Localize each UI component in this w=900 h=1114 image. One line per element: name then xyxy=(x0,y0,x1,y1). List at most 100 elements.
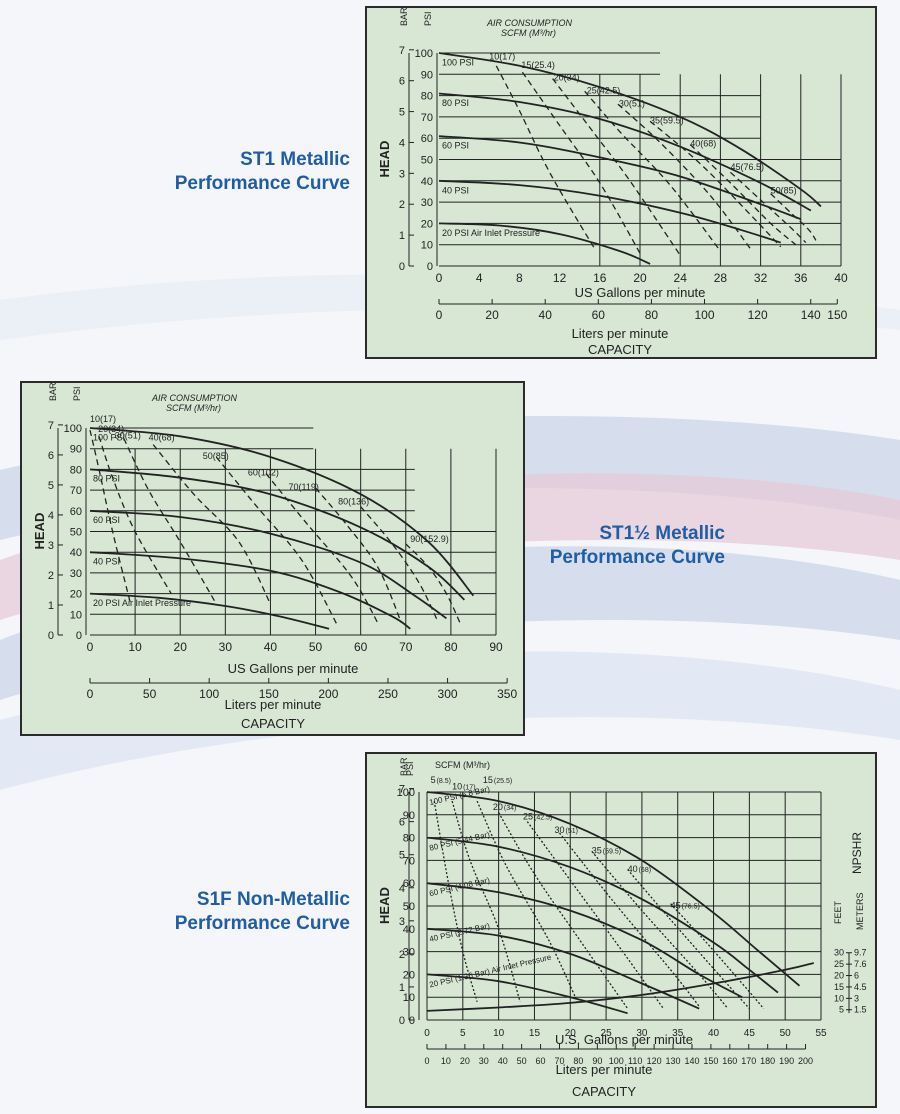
st15-air-consumption-label: 90(152.9) xyxy=(410,534,449,544)
st15-psi-tick-label: 50 xyxy=(70,527,82,539)
st1-x-tick-label: 4 xyxy=(476,271,483,285)
s1f-liters-tick-label: 180 xyxy=(760,1056,775,1066)
s1f-psi-tick-label: 70 xyxy=(403,855,415,867)
s1f-liters-tick-label: 170 xyxy=(741,1056,756,1066)
st1-series-label: 100 PSI xyxy=(442,58,474,68)
st1-x-tick-label: 16 xyxy=(593,271,607,285)
st1-liters-tick-label: 80 xyxy=(645,308,659,322)
s1f-psi-tick-label: 100 xyxy=(397,787,415,799)
st15-caption-line1: ST1½ Metallic xyxy=(599,523,725,544)
st15-air-consumption-line xyxy=(215,456,339,628)
st15-air-consumption-line xyxy=(123,438,217,605)
s1f-liters-tick-label: 30 xyxy=(479,1056,489,1066)
s1f-air-consumption-unit: (51) xyxy=(566,828,578,835)
s1f-bar-tick-label: 3 xyxy=(399,916,405,928)
st15-grid xyxy=(90,427,497,636)
st15-psi-unit: PSI xyxy=(72,386,82,401)
st1-air-consumption-label: 40(68) xyxy=(690,139,716,149)
st1-series-line xyxy=(438,222,651,265)
st15-air-consumption-line xyxy=(98,436,172,594)
s1f-feet-label: FEET xyxy=(833,900,843,924)
st1-air-consumption-label: 50(85) xyxy=(771,186,797,196)
st15-liters-tick-label: 50 xyxy=(143,687,157,701)
st15-air-consumption-label: 10(17) xyxy=(90,414,116,424)
s1f-liters-tick-label: 130 xyxy=(666,1056,681,1066)
st1-air-consumption-label: 10(17) xyxy=(489,51,515,61)
st1-air-consumption-line xyxy=(495,65,596,250)
s1f-x-tick-label: 50 xyxy=(780,1028,792,1039)
st15-air-consumption-line xyxy=(265,473,380,626)
st15-x-tick-label: 20 xyxy=(174,640,188,654)
s1f-caption-line2: Performance Curve xyxy=(174,913,350,934)
s1f-air-consumption-line xyxy=(498,812,629,1009)
st15-series-label: 60 PSI xyxy=(93,515,120,525)
st15-series-line xyxy=(89,427,475,597)
st1-grid xyxy=(439,52,842,267)
st15-caption-line2: Performance Curve xyxy=(549,547,725,568)
st15-psi-tick-label: 90 xyxy=(70,444,82,456)
st1-air-consumption-label: 35(59.5) xyxy=(650,115,684,125)
st1-series-line xyxy=(438,179,781,244)
s1f-air-consumption-line xyxy=(670,903,765,1010)
st1-x-tick-label: 32 xyxy=(754,271,768,285)
s1f-x-tick-label: 0 xyxy=(424,1028,430,1039)
s1f-x-tick-label: 55 xyxy=(815,1028,827,1039)
st1-title: AIR CONSUMPTION xyxy=(486,18,573,28)
st1-x-tick-label: 20 xyxy=(633,271,647,285)
s1f-series-line xyxy=(426,927,700,1010)
st15-subtitle: SCFM (M³/hr) xyxy=(166,403,221,413)
st15-psi-tick-label: 80 xyxy=(70,464,82,476)
s1f-psi-tick-label: 90 xyxy=(403,810,415,822)
st15-bar-tick-label: 5 xyxy=(48,480,54,492)
s1f-psi-tick-label: 30 xyxy=(403,947,415,959)
st15-psi-tick-label: 70 xyxy=(70,485,82,497)
s1f-liters-tick-label: 20 xyxy=(460,1056,470,1066)
st15-psi-tick-label: 100 xyxy=(64,423,82,435)
s1f-air-consumption-label: 15(25.5) xyxy=(483,775,512,785)
s1f-air-consumption-unit: (34) xyxy=(504,805,516,812)
s1f-air-consumption-label: 5(8.5) xyxy=(431,775,451,785)
s1f-air-consumption-line xyxy=(433,800,478,1002)
st1-series-line xyxy=(438,135,802,220)
s1f-psi-tick-label: 0 xyxy=(409,1015,415,1027)
st1-liters-tick-label: 140 xyxy=(801,308,821,322)
s1f-npshr-feet-value: 25 xyxy=(834,959,844,969)
s1f-npshr-meters-value: 7.6 xyxy=(854,959,867,969)
st15-xlabel: US Gallons per minute xyxy=(228,661,359,676)
st1-psi-tick-label: 20 xyxy=(421,218,433,230)
st15-x-tick-label: 0 xyxy=(87,640,94,654)
st15-series-line xyxy=(89,592,330,630)
st15-x-tick-label: 60 xyxy=(354,640,368,654)
st1-series-line xyxy=(438,92,812,212)
s1f-capacity-label: CAPACITY xyxy=(572,1084,636,1099)
s1f-caption: S1F Non-Metallic Performance Curve xyxy=(140,888,350,936)
s1f-liters-tick-label: 140 xyxy=(684,1056,699,1066)
s1f-series-line xyxy=(426,791,801,987)
st15-x-tick-label: 90 xyxy=(489,640,503,654)
st1-air-consumption-label: 45(76.5) xyxy=(730,162,764,172)
s1f-liters-tick-label: 200 xyxy=(798,1056,813,1066)
st15-air-consumption-line xyxy=(89,429,132,605)
st15-capacity-label: CAPACITY xyxy=(241,716,305,731)
s1f-x-tick-label: 5 xyxy=(460,1028,466,1039)
st1-caption-line2: Performance Curve xyxy=(174,173,350,194)
st15-psi-tick-label: 20 xyxy=(70,589,82,601)
st1-x-tick-label: 36 xyxy=(794,271,808,285)
st15-liters-tick-label: 100 xyxy=(199,687,219,701)
st15-x-tick-label: 50 xyxy=(309,640,323,654)
st1-liters-tick-label: 20 xyxy=(485,308,499,322)
st1-psi-tick-label: 0 xyxy=(427,261,433,273)
st1-air-consumption-label: 30(51) xyxy=(619,98,645,108)
st1-air-consumption-label: 25(42.5) xyxy=(587,85,621,95)
st1-series-label: 60 PSI xyxy=(442,141,469,151)
s1f-chart-panel: 0 10 20 30 40 50 60 70 80 90 100 0 1 2 3 4 5 6 7 BAR PSI HEAD… xyxy=(365,752,877,1108)
st15-air-consumption-label: 40(68) xyxy=(149,432,175,442)
st15-liters-tick-label: 200 xyxy=(318,687,338,701)
s1f-liters-tick-label: 40 xyxy=(498,1056,508,1066)
st15-air-consumption-label: 30(51) xyxy=(115,430,141,440)
st1-x-tick-label: 24 xyxy=(674,271,688,285)
s1f-x-tick-label: 20 xyxy=(565,1028,577,1039)
s1f-psi-tick-label: 40 xyxy=(403,924,415,936)
s1f-x-tick-label: 25 xyxy=(601,1028,613,1039)
s1f-air-consumption-line xyxy=(591,850,729,1010)
